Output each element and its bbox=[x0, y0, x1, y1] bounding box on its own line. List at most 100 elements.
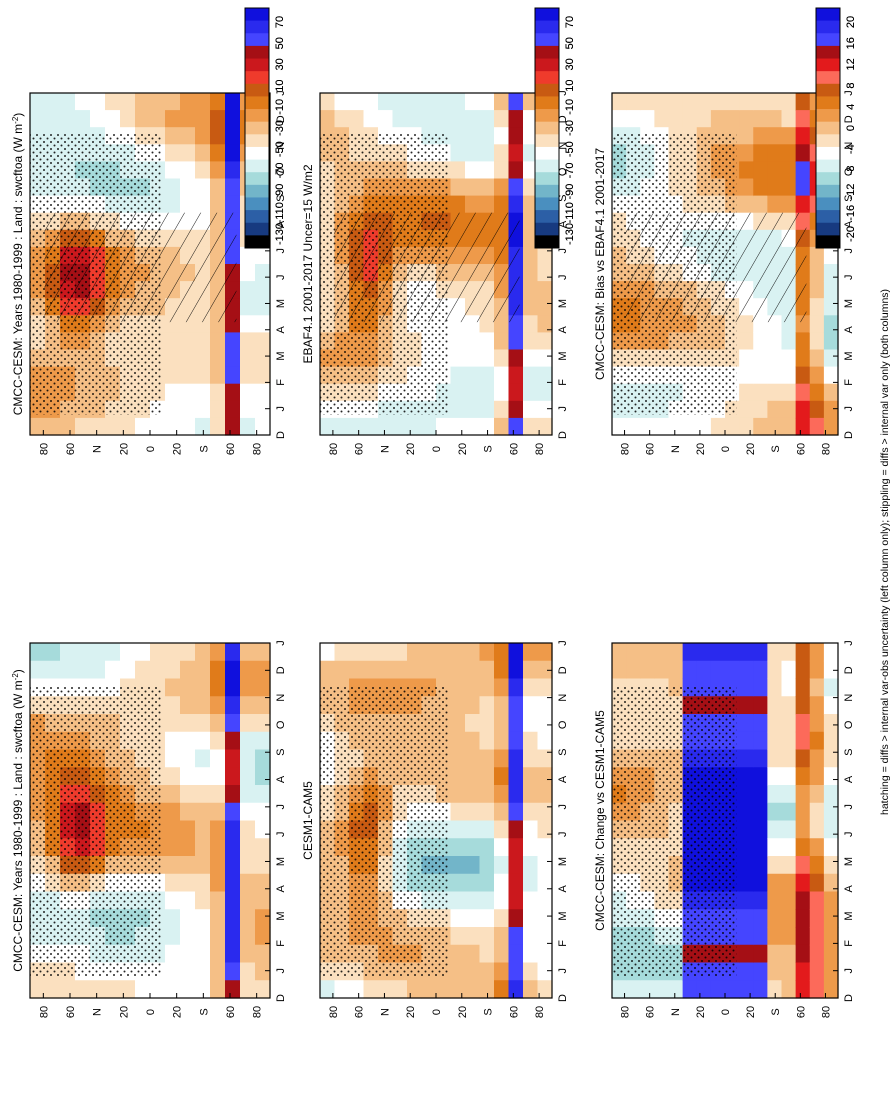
heatmap-cell bbox=[523, 383, 539, 402]
heatmap-cell bbox=[120, 660, 136, 680]
heatmap-cell bbox=[378, 110, 394, 128]
heatmap-cell bbox=[640, 110, 655, 128]
heatmap-cell bbox=[465, 383, 481, 402]
heatmap-cell bbox=[255, 944, 271, 964]
heatmap-cell bbox=[494, 802, 510, 822]
colorbar-swatch bbox=[245, 8, 269, 22]
heatmap-cell bbox=[823, 714, 839, 733]
heatmap-cell bbox=[180, 802, 196, 822]
heatmap-cell bbox=[767, 909, 783, 928]
heatmap-cell bbox=[255, 332, 271, 351]
heatmap-cell bbox=[809, 891, 825, 910]
heatmap-cell bbox=[523, 785, 539, 804]
x-tick-label: A bbox=[557, 775, 569, 783]
heatmap-cell bbox=[494, 400, 510, 419]
heatmap-cell bbox=[436, 93, 452, 111]
heatmap-cell bbox=[494, 909, 510, 928]
heatmap-cell bbox=[180, 161, 196, 180]
heatmap-cell bbox=[767, 856, 783, 875]
heatmap-cell bbox=[508, 332, 524, 351]
x-tick-label: J bbox=[275, 968, 287, 974]
x-tick-label: J bbox=[557, 640, 569, 646]
heatmap-cell bbox=[450, 643, 466, 662]
heatmap-cell bbox=[523, 927, 539, 946]
y-tick-label: 80 bbox=[534, 443, 546, 455]
colorbar-swatch bbox=[245, 83, 269, 97]
heatmap-cell bbox=[640, 93, 655, 111]
heatmap-cell bbox=[823, 678, 839, 697]
heatmap-cell bbox=[753, 696, 768, 715]
heatmap-cell bbox=[60, 660, 76, 680]
heatmap-cell bbox=[537, 246, 553, 265]
heatmap-cell bbox=[739, 909, 754, 928]
heatmap-cell bbox=[537, 891, 553, 910]
heatmap-cell bbox=[195, 127, 211, 145]
colorbar-swatch bbox=[816, 146, 840, 160]
colorbar-label: 8 bbox=[845, 83, 857, 89]
heatmap-cell bbox=[255, 417, 271, 436]
heatmap-cell bbox=[240, 643, 256, 662]
heatmap-cell bbox=[180, 749, 196, 768]
heatmap-cell bbox=[725, 417, 740, 436]
heatmap-cell bbox=[90, 643, 106, 662]
heatmap-cell bbox=[781, 366, 797, 385]
heatmap-cell bbox=[255, 820, 271, 839]
heatmap-cell bbox=[809, 731, 825, 751]
x-tick-label: A bbox=[843, 220, 855, 228]
heatmap-cell bbox=[195, 838, 211, 857]
x-tick-label: D bbox=[275, 115, 287, 123]
heatmap-cell bbox=[767, 161, 783, 180]
heatmap-cell bbox=[225, 660, 241, 680]
heatmap-cell bbox=[823, 660, 839, 680]
x-tick-label: A bbox=[275, 775, 287, 783]
heatmap-cell bbox=[120, 980, 136, 999]
heatmap-cell bbox=[537, 349, 553, 368]
colorbar-label: -90 bbox=[274, 184, 286, 200]
heatmap-cell bbox=[105, 93, 121, 111]
heatmap-cell bbox=[795, 962, 811, 981]
heatmap-cell bbox=[349, 643, 365, 662]
heatmap-cell bbox=[255, 678, 271, 697]
heatmap-cell bbox=[508, 927, 524, 946]
heatmap-cell bbox=[378, 660, 394, 680]
heatmap-cell bbox=[537, 264, 553, 282]
colorbar-label: 0 bbox=[845, 125, 857, 131]
heatmap-cell bbox=[120, 110, 136, 128]
heatmap-cell bbox=[781, 678, 797, 697]
heatmap-cell bbox=[210, 731, 226, 751]
heatmap-cell bbox=[809, 856, 825, 875]
heatmap-cell bbox=[537, 643, 553, 662]
heatmap-cell bbox=[225, 127, 241, 145]
heatmap-cell bbox=[465, 161, 481, 180]
heatmap-cell bbox=[225, 962, 241, 981]
y-tick-label: 80 bbox=[252, 443, 264, 455]
heatmap-cell bbox=[781, 731, 797, 751]
colorbar-swatch bbox=[816, 83, 840, 97]
heatmap-cell bbox=[767, 400, 783, 419]
heatmap-cell bbox=[626, 980, 641, 999]
heatmap-cell bbox=[753, 93, 768, 111]
heatmap-cell bbox=[537, 281, 553, 299]
heatmap-cell bbox=[450, 178, 466, 197]
heatmap-cell bbox=[823, 246, 839, 265]
heatmap-cell bbox=[682, 93, 698, 111]
x-tick-label: M bbox=[275, 299, 287, 308]
x-tick-label: D bbox=[275, 994, 287, 1002]
heatmap-cell bbox=[240, 927, 256, 946]
colorbar-swatch bbox=[816, 159, 840, 173]
colorbar-label: -10 bbox=[564, 99, 576, 115]
heatmap-cell bbox=[240, 731, 256, 751]
heatmap-cell bbox=[255, 962, 271, 981]
heatmap-cell bbox=[479, 643, 495, 662]
colorbar-swatch bbox=[535, 33, 559, 47]
y-tick-label: N bbox=[92, 445, 104, 453]
heatmap-cell bbox=[450, 891, 466, 910]
heatmap-cell bbox=[537, 980, 553, 999]
heatmap-cell bbox=[465, 785, 481, 804]
heatmap-cell bbox=[781, 144, 797, 162]
heatmap-cell bbox=[465, 195, 481, 214]
heatmap-cell bbox=[479, 127, 495, 145]
y-tick-label: N bbox=[670, 445, 682, 453]
heatmap-cell bbox=[180, 643, 196, 662]
heatmap-cell bbox=[210, 962, 226, 981]
